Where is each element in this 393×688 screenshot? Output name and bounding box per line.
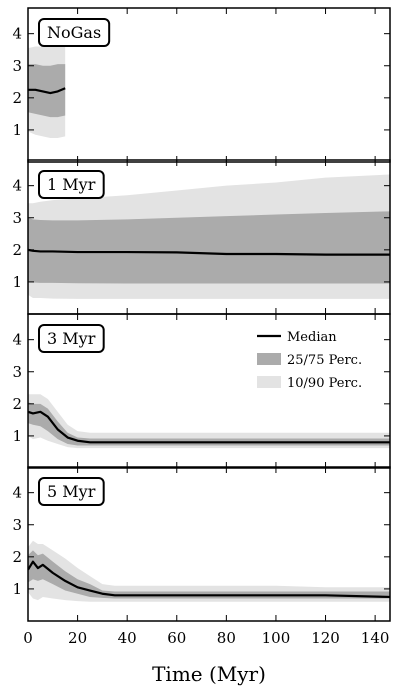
y-tick-label: 3 — [12, 516, 22, 534]
panel-frame — [27, 7, 391, 163]
panel-2: 1 2 3 4 3 Myr Median 25/75 Perc. 10/90 Perc. — [12, 313, 391, 469]
panel-label-box — [38, 18, 111, 47]
panel-label-box — [38, 477, 105, 506]
legend-swatch-10-90 — [257, 376, 281, 388]
legend-entry-label: 10/90 Perc. — [287, 376, 362, 391]
y-tick-label: 2 — [12, 548, 22, 566]
x-tick-label: 60 — [167, 629, 186, 647]
band-25-75 — [28, 211, 390, 284]
y-tick-label: 4 — [12, 177, 22, 195]
x-axis-label: Time (Myr) — [152, 662, 266, 686]
panel-plot — [28, 540, 390, 602]
median-line — [28, 560, 390, 599]
panel-label-box — [38, 170, 105, 199]
panel-1: 1 2 3 4 1 Myr — [12, 159, 391, 315]
y-tick-label: 2 — [12, 395, 22, 413]
panel-label: 1 Myr — [47, 175, 96, 194]
y-tick-label: 1 — [12, 427, 22, 445]
y-tick-label: 1 — [12, 580, 22, 598]
y-tick-label: 3 — [12, 57, 22, 75]
band-25-75 — [28, 64, 66, 118]
panel-plot — [28, 44, 66, 138]
x-tick-label: 140 — [361, 629, 390, 647]
y-tick-label: 2 — [12, 241, 22, 259]
panel-plot — [28, 394, 390, 449]
x-tick-label: 40 — [118, 629, 137, 647]
y-tick-label: 4 — [12, 331, 22, 349]
band-10-90 — [28, 394, 390, 449]
y-tick-label: 4 — [12, 484, 22, 502]
median-line — [28, 410, 390, 444]
band-10-90 — [28, 540, 390, 602]
median-line — [28, 87, 66, 95]
legend: Median 25/75 Perc. 10/90 Perc. — [257, 330, 362, 391]
x-tick-label: 80 — [217, 629, 236, 647]
panel-label: 3 Myr — [47, 329, 96, 348]
legend-entry-label: Median — [287, 330, 337, 345]
median-line — [28, 248, 390, 256]
y-tick-label: 1 — [12, 273, 22, 291]
legend-swatch-25-75 — [257, 353, 281, 365]
band-25-75 — [28, 550, 390, 599]
panel-0: 1 2 3 4 NoGas — [12, 7, 391, 163]
panel-label-box — [38, 324, 105, 353]
panel-label: NoGas — [47, 23, 101, 42]
panel-frame — [27, 313, 391, 469]
x-tick-label: 0 — [23, 629, 33, 647]
x-tick-label: 100 — [262, 629, 291, 647]
y-tick-label: 3 — [12, 363, 22, 381]
y-tick-label: 4 — [12, 25, 22, 43]
band-25-75 — [28, 402, 390, 446]
y-tick-label: 2 — [12, 89, 22, 107]
y-tick-label: 1 — [12, 121, 22, 139]
y-tick-label: 3 — [12, 209, 22, 227]
legend-entry-label: 25/75 Perc. — [287, 353, 362, 368]
panel-plot — [28, 174, 390, 299]
panel-label: 5 Myr — [47, 482, 96, 501]
panel-3: 1 2 3 4 5 Myr 0 20 40 60 80 100 120 140 — [12, 466, 391, 647]
panel-frame — [27, 466, 391, 622]
x-tick-label: 120 — [311, 629, 340, 647]
x-tick-label: 20 — [68, 629, 87, 647]
